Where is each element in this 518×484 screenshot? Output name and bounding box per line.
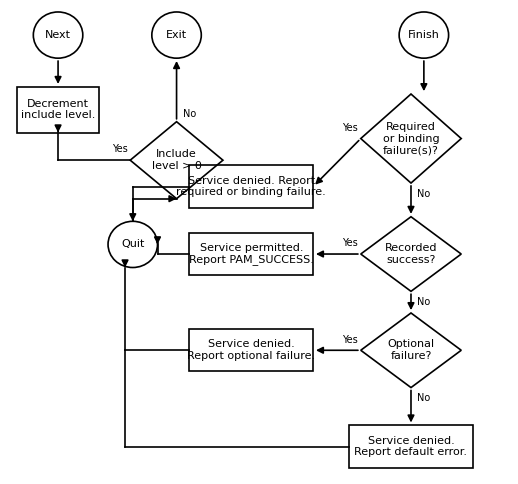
Text: Yes: Yes (342, 123, 358, 133)
Text: No: No (183, 109, 196, 119)
Text: Service denied. Report
required or binding failure.: Service denied. Report required or bindi… (177, 176, 326, 197)
Text: Recorded
success?: Recorded success? (385, 243, 437, 265)
Text: Service denied.
Report default error.: Service denied. Report default error. (354, 436, 467, 457)
Text: Exit: Exit (166, 30, 187, 40)
Text: Yes: Yes (112, 144, 127, 154)
Text: Decrement
include level.: Decrement include level. (21, 99, 95, 121)
Text: No: No (417, 297, 430, 307)
Text: Next: Next (45, 30, 71, 40)
Text: Finish: Finish (408, 30, 440, 40)
Text: Yes: Yes (342, 238, 358, 248)
Text: No: No (417, 189, 430, 199)
Text: Service denied.
Report optional failure.: Service denied. Report optional failure. (187, 339, 315, 361)
Text: Quit: Quit (121, 240, 145, 249)
Text: Optional
failure?: Optional failure? (387, 339, 435, 361)
Text: Yes: Yes (342, 334, 358, 345)
Text: No: No (417, 393, 430, 403)
Text: Required
or binding
failure(s)?: Required or binding failure(s)? (383, 122, 439, 155)
Text: Service permitted.
Report PAM_SUCCESS.: Service permitted. Report PAM_SUCCESS. (189, 243, 314, 265)
Text: Include
level > 0: Include level > 0 (152, 150, 202, 171)
